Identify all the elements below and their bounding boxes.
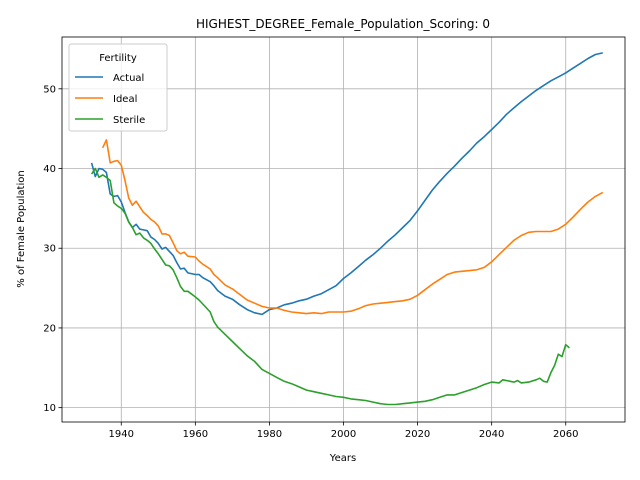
x-tick-label: 2020 (405, 429, 430, 440)
x-tick-label: 2040 (479, 429, 504, 440)
y-tick-label: 20 (43, 323, 56, 334)
x-axis-label: Years (329, 453, 356, 464)
legend: Fertility Actual Ideal Sterile (69, 44, 167, 131)
legend-label-actual: Actual (113, 73, 144, 84)
y-tick-label: 10 (43, 403, 56, 414)
chart-title: HIGHEST_DEGREE_Female_Population_Scoring… (196, 17, 490, 31)
legend-label-ideal: Ideal (113, 94, 137, 105)
y-tick-label: 50 (43, 84, 56, 95)
legend-title: Fertility (99, 53, 137, 64)
legend-label-sterile: Sterile (113, 115, 145, 126)
y-tick-label: 30 (43, 244, 56, 255)
x-tick-label: 1960 (183, 429, 208, 440)
y-axis-label: % of Female Population (16, 170, 27, 287)
x-tick-label: 2060 (553, 429, 578, 440)
x-tick-label: 1940 (109, 429, 134, 440)
x-tick-label: 2000 (331, 429, 356, 440)
x-tick-label: 1980 (257, 429, 282, 440)
y-tick-label: 40 (43, 164, 56, 175)
